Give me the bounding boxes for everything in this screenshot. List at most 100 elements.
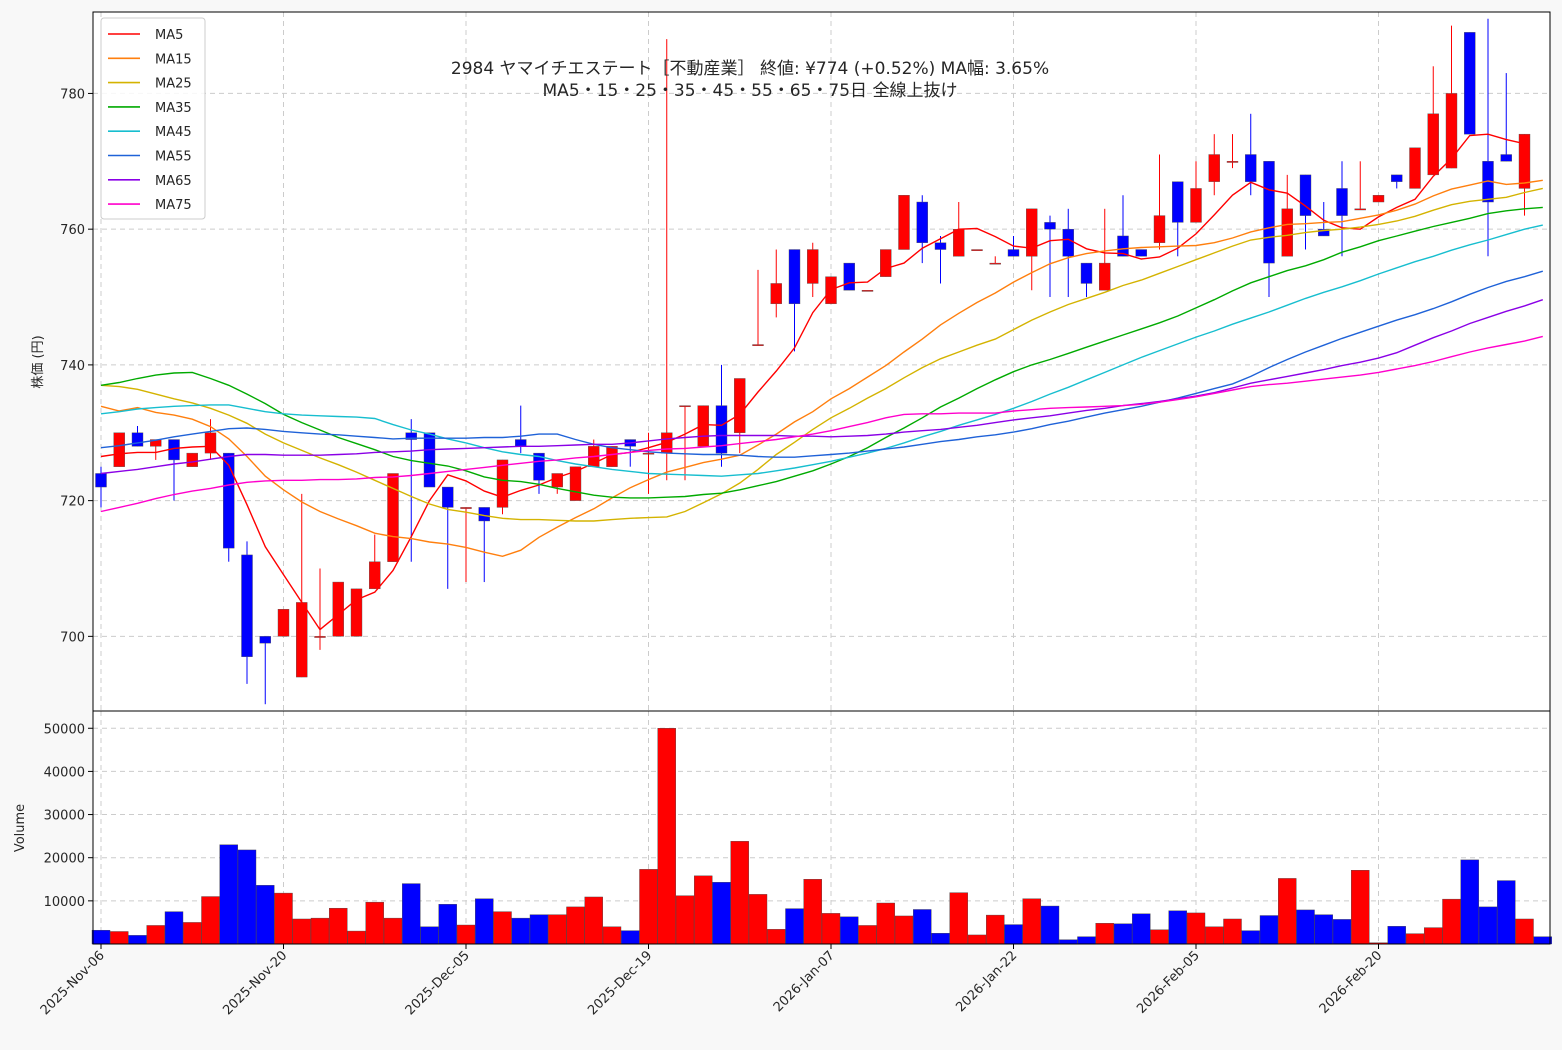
candle-body bbox=[515, 439, 527, 447]
candle-body bbox=[916, 201, 928, 243]
volume-bar bbox=[767, 929, 786, 945]
candle-body bbox=[350, 588, 363, 637]
candle-body bbox=[971, 249, 983, 251]
volume-bar bbox=[365, 901, 384, 945]
moving-average-lines bbox=[100, 133, 1544, 631]
candle-body bbox=[843, 262, 855, 291]
candle-body bbox=[277, 609, 290, 637]
legend-label: MA65 bbox=[155, 174, 192, 189]
volume-bar bbox=[475, 898, 494, 945]
volume-bar bbox=[584, 896, 603, 945]
ma-line-ma75 bbox=[100, 335, 1543, 513]
candle-body bbox=[113, 432, 125, 467]
candle-body bbox=[1336, 188, 1348, 216]
candle-body bbox=[1427, 113, 1439, 176]
candle-body bbox=[387, 473, 399, 562]
candle-body bbox=[1281, 208, 1293, 257]
candle-body bbox=[186, 452, 198, 467]
candle-body bbox=[1172, 181, 1184, 223]
price-panel-background bbox=[93, 12, 1550, 711]
candle-body bbox=[1245, 154, 1257, 182]
legend-label: MA55 bbox=[155, 150, 192, 165]
candle-body bbox=[460, 507, 472, 509]
candle-body bbox=[898, 195, 910, 250]
candle-body bbox=[880, 249, 892, 277]
candle-body bbox=[934, 242, 947, 250]
legend-label: MA15 bbox=[155, 52, 192, 67]
volume-bar bbox=[1460, 859, 1479, 945]
candle-body bbox=[1117, 235, 1129, 257]
legend-box bbox=[100, 17, 206, 220]
candle-body bbox=[204, 432, 217, 454]
volume-bar bbox=[237, 849, 257, 945]
volume-bar bbox=[493, 911, 512, 945]
volume-bar bbox=[347, 930, 366, 945]
volume-bar bbox=[329, 907, 348, 945]
candle-body bbox=[332, 581, 344, 637]
candle-body bbox=[1500, 154, 1512, 162]
volume-bar bbox=[1332, 919, 1352, 945]
candle-body bbox=[1354, 208, 1366, 211]
date-x-axis: 2025-Nov-06 2025-Nov-20 2025-Dec-05 2025-De… bbox=[38, 944, 1385, 1018]
candle-body bbox=[496, 459, 509, 508]
legend-label: MA25 bbox=[155, 77, 192, 92]
volume-bar bbox=[566, 906, 585, 945]
volume-bar bbox=[1040, 905, 1060, 945]
volume-bar bbox=[128, 935, 147, 945]
volume-bar bbox=[1168, 910, 1187, 945]
date-tick-label: 2025-Dec-19 bbox=[585, 948, 655, 1018]
candle-body bbox=[807, 249, 819, 284]
volume-bar bbox=[803, 879, 822, 945]
date-tick-label: 2025-Nov-06 bbox=[38, 948, 108, 1018]
candle-body bbox=[1372, 195, 1385, 203]
volume-tick-label: 40000 bbox=[44, 765, 85, 780]
volume-bar bbox=[110, 931, 129, 945]
volume-bar bbox=[949, 892, 968, 945]
candle-body bbox=[1263, 161, 1275, 264]
candle-body bbox=[131, 432, 144, 447]
date-tick-label: 2026-Jan-07 bbox=[771, 948, 838, 1015]
volume-bar bbox=[274, 892, 293, 945]
volume-bar bbox=[1077, 936, 1096, 945]
volume-bar bbox=[1442, 898, 1461, 945]
candle-body bbox=[1044, 222, 1056, 230]
legend-label: MA5 bbox=[155, 28, 183, 43]
candle-body bbox=[442, 486, 454, 508]
volume-bar bbox=[1241, 930, 1260, 945]
volume-bar bbox=[1022, 898, 1041, 945]
ma-line-ma15 bbox=[100, 179, 1543, 558]
volume-bar bbox=[529, 914, 549, 945]
chart-title-line-2: MA5・15・25・35・45・55・65・75日 全線上抜け bbox=[543, 81, 958, 101]
volume-bar bbox=[748, 894, 768, 945]
candle-body bbox=[1135, 249, 1147, 257]
candle-body bbox=[296, 602, 308, 678]
volume-bar bbox=[1223, 918, 1242, 945]
volume-panel-frame bbox=[92, 710, 1551, 945]
volume-bar bbox=[256, 885, 275, 945]
candle-body bbox=[788, 249, 801, 305]
volume-bar bbox=[164, 911, 184, 945]
volume-bar bbox=[1059, 939, 1078, 945]
volume-bar bbox=[621, 930, 640, 945]
volume-bar bbox=[548, 914, 567, 945]
candle-body bbox=[715, 405, 728, 454]
price-tick-label: 720 bbox=[60, 495, 85, 510]
legend-label: MA35 bbox=[155, 101, 192, 116]
volume-bar bbox=[602, 926, 622, 945]
volume-bar bbox=[383, 917, 403, 945]
candle-body bbox=[752, 344, 764, 346]
candle-body bbox=[1080, 262, 1093, 284]
ma-line-ma35 bbox=[100, 206, 1543, 499]
volume-bar bbox=[1515, 918, 1534, 945]
volume-bar bbox=[511, 917, 530, 945]
legend-label: MA75 bbox=[155, 198, 192, 213]
volume-bar bbox=[1533, 936, 1552, 945]
ma-line-ma45 bbox=[100, 224, 1543, 477]
candle-body bbox=[1099, 262, 1111, 291]
volume-bar bbox=[1186, 912, 1206, 945]
volume-bar bbox=[1314, 914, 1333, 945]
volume-bar bbox=[402, 883, 421, 945]
ma-line-ma55 bbox=[100, 270, 1544, 458]
candle-body bbox=[1062, 228, 1074, 257]
